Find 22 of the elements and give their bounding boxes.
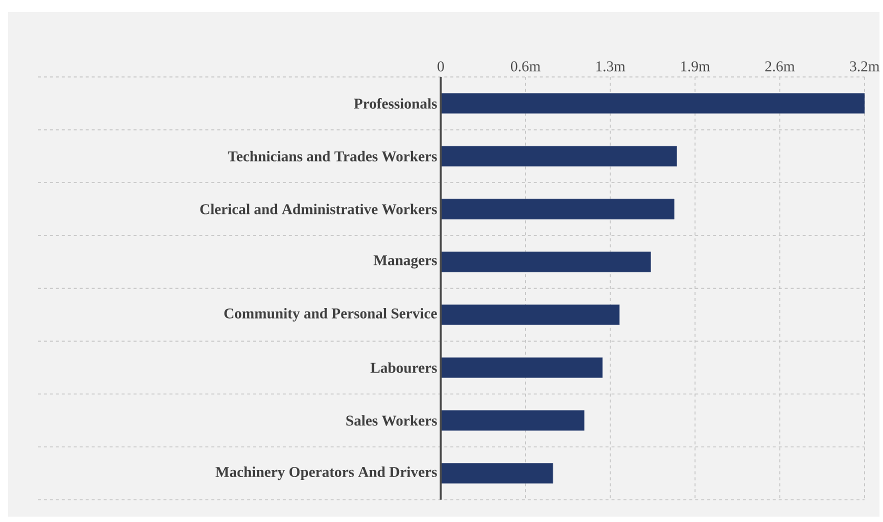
y-tick-label: Professionals <box>354 98 437 109</box>
y-tick-label: Managers <box>374 256 437 269</box>
bar <box>440 146 677 167</box>
x-tick-label: 1.9m <box>681 61 710 72</box>
y-tick-label: Clerical and Administrative Workers <box>200 204 437 214</box>
bar <box>440 198 674 220</box>
bar <box>440 463 554 484</box>
y-tick-label: Machinery Operators And Drivers <box>216 466 437 480</box>
bar <box>440 252 651 272</box>
x-tick-label: 2.6m <box>765 61 795 72</box>
y-tick-label: Community and Personal Service <box>224 308 437 322</box>
y-tick-label: Sales Workers <box>346 415 437 426</box>
bar <box>440 93 865 114</box>
bar <box>440 304 620 326</box>
x-tick-label: 3.2m <box>850 61 880 72</box>
bar <box>440 410 584 431</box>
bar <box>440 358 603 378</box>
x-tick-label: 1.3m <box>596 61 626 72</box>
y-tick-label: Labourers <box>370 362 437 374</box>
x-tick-label: 0 <box>438 61 444 72</box>
x-tick-label: 0.6m <box>510 61 540 72</box>
y-tick-label: Technicians and Trades Workers <box>228 151 437 162</box>
